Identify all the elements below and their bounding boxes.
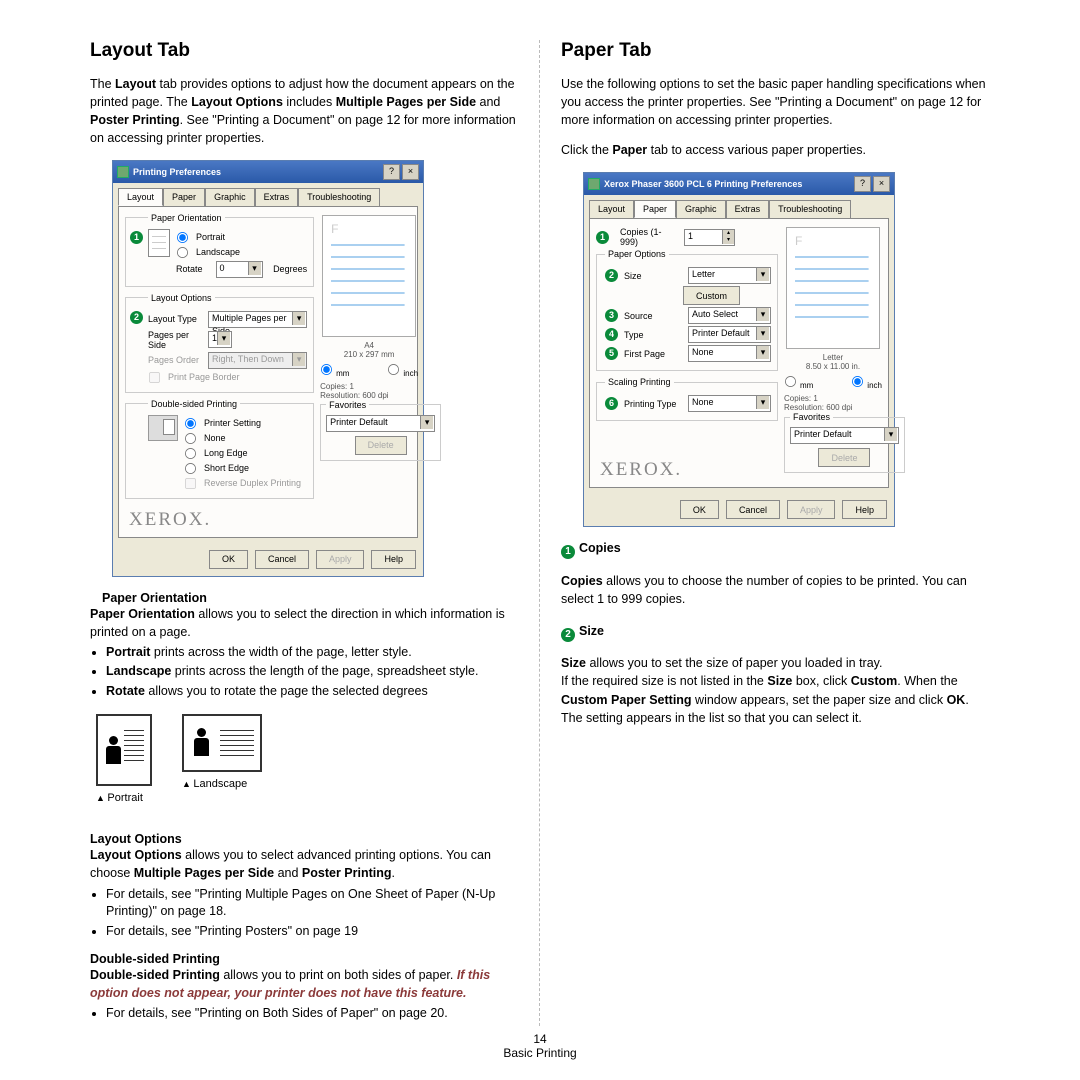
delete-button: Delete: [355, 436, 407, 455]
landscape-radio[interactable]: [177, 246, 188, 257]
xerox-logo: XEROX.: [596, 455, 778, 481]
layout-type-combo[interactable]: Multiple Pages per Side: [208, 311, 307, 328]
tab-extras[interactable]: Extras: [255, 188, 299, 206]
paper-dialog-screenshot: Xerox Phaser 3600 PCL 6 Printing Prefere…: [583, 172, 990, 527]
xerox-logo: XEROX.: [125, 505, 314, 531]
pages-order-combo: Right, Then Down: [208, 352, 307, 369]
column-separator: [539, 40, 541, 1026]
portrait-radio[interactable]: [177, 231, 188, 242]
first-page-combo[interactable]: None: [688, 345, 771, 362]
dialog-title: Xerox Phaser 3600 PCL 6 Printing Prefere…: [604, 179, 852, 189]
page-footer: 14 Basic Printing: [0, 1032, 1080, 1060]
tab-troubleshooting[interactable]: Troubleshooting: [298, 188, 380, 206]
double-sided-heading: Double-sided Printing: [90, 952, 519, 966]
type-combo[interactable]: Printer Default: [688, 326, 771, 343]
long-edge-radio[interactable]: [185, 447, 196, 458]
layout-tab-heading: Layout Tab: [90, 40, 519, 62]
help-icon[interactable]: ?: [854, 176, 871, 192]
paper-tab-heading: Paper Tab: [561, 40, 990, 62]
none-radio[interactable]: [185, 432, 196, 443]
copies-spinner[interactable]: 1: [684, 229, 735, 246]
custom-button[interactable]: Custom: [683, 286, 740, 305]
help-button[interactable]: Help: [371, 550, 416, 569]
delete-button: Delete: [818, 448, 870, 467]
dialog-title: Printing Preferences: [133, 167, 381, 177]
help-button[interactable]: Help: [842, 500, 887, 519]
close-icon[interactable]: ×: [873, 176, 890, 192]
tab-paper[interactable]: Paper: [634, 200, 676, 218]
ok-button[interactable]: OK: [680, 500, 719, 519]
paper-preview: [786, 227, 880, 349]
tab-troubleshooting[interactable]: Troubleshooting: [769, 200, 851, 218]
size-combo[interactable]: Letter: [688, 267, 771, 284]
tab-graphic[interactable]: Graphic: [676, 200, 726, 218]
layout-preview: [322, 215, 416, 337]
source-combo[interactable]: Auto Select: [688, 307, 771, 324]
favorites-combo[interactable]: Printer Default: [326, 415, 435, 432]
printer-setting-radio[interactable]: [185, 417, 196, 428]
apply-button: Apply: [787, 500, 836, 519]
close-icon[interactable]: ×: [402, 164, 419, 180]
rotate-combo[interactable]: 0: [216, 261, 263, 278]
cancel-button[interactable]: Cancel: [726, 500, 780, 519]
layout-dialog-screenshot: Printing Preferences?× Layout Paper Grap…: [112, 160, 519, 577]
apply-button: Apply: [316, 550, 365, 569]
pages-per-side-combo[interactable]: 1: [208, 331, 232, 348]
printing-type-combo[interactable]: None: [688, 395, 771, 412]
help-icon[interactable]: ?: [383, 164, 400, 180]
tab-layout[interactable]: Layout: [589, 200, 634, 218]
right-column: Paper Tab Use the following options to s…: [561, 40, 990, 1026]
tab-layout[interactable]: Layout: [118, 188, 163, 206]
left-column: Layout Tab The Layout tab provides optio…: [90, 40, 519, 1026]
cancel-button[interactable]: Cancel: [255, 550, 309, 569]
ok-button[interactable]: OK: [209, 550, 248, 569]
tab-graphic[interactable]: Graphic: [205, 188, 255, 206]
tab-paper[interactable]: Paper: [163, 188, 205, 206]
favorites-combo[interactable]: Printer Default: [790, 427, 899, 444]
orientation-figure: Portrait Landscape: [96, 714, 519, 804]
paper-orientation-heading: Paper Orientation: [102, 591, 519, 605]
layout-intro: The Layout tab provides options to adjus…: [90, 75, 519, 148]
layout-options-heading: Layout Options: [90, 832, 519, 846]
tab-extras[interactable]: Extras: [726, 200, 770, 218]
short-edge-radio[interactable]: [185, 462, 196, 473]
